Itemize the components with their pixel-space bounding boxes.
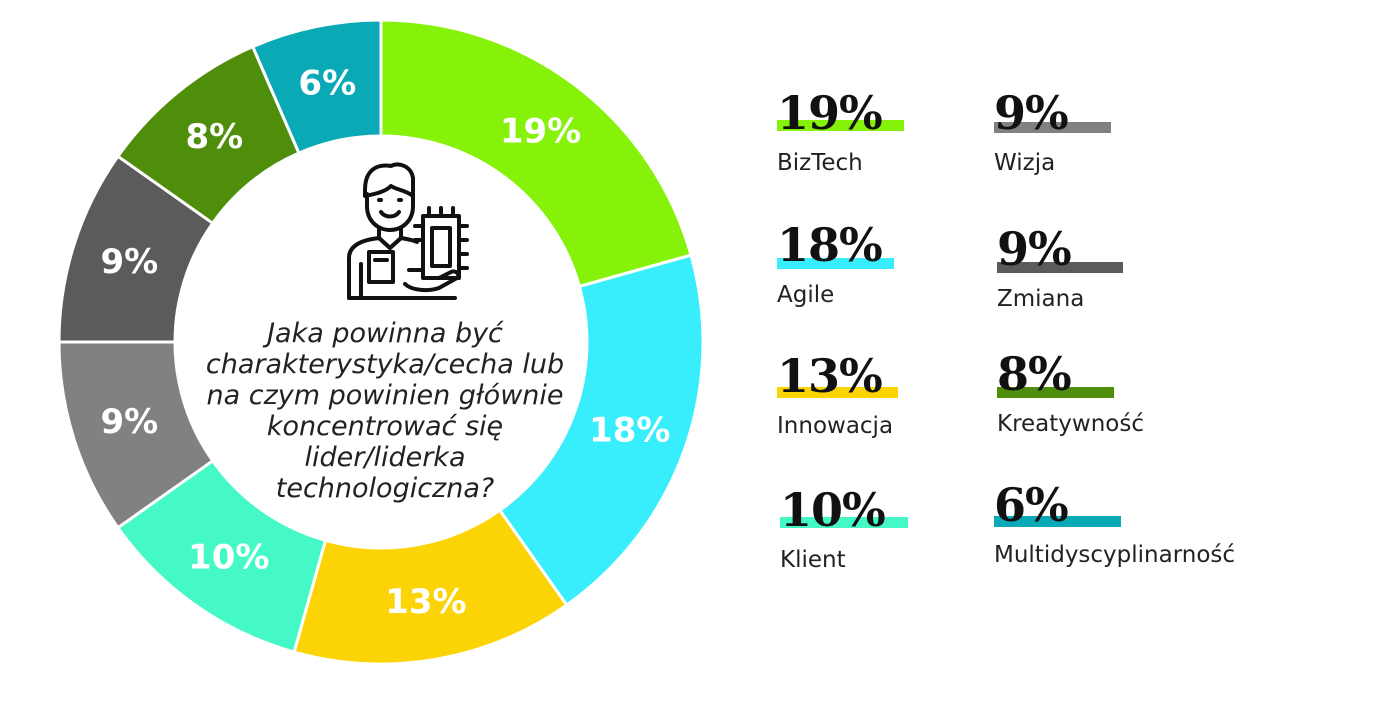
- legend-item-zmiana: 9% Zmiana: [997, 222, 1287, 338]
- legend-label: Kreatywność: [997, 411, 1144, 437]
- legend-color-bar: [777, 120, 904, 131]
- legend-item-klient: 10% Klient: [780, 483, 1070, 599]
- legend-item-agile: 18% Agile: [777, 218, 1067, 334]
- slice-label-multidyscyplinarność: 6%: [298, 64, 356, 104]
- slice-label-innowacja: 13%: [385, 582, 466, 622]
- legend-color-bar: [997, 262, 1123, 273]
- legend-item-innowacja: 13% Innowacja: [777, 349, 1067, 465]
- engineer-holding-chip-icon: [347, 162, 469, 300]
- legend-label: Wizja: [994, 150, 1056, 176]
- donut-slice-multidyscyplinarność: [250, 18, 383, 156]
- legend-value: 19%: [777, 86, 883, 140]
- donut-slice-biztech: [379, 18, 693, 289]
- donut-slice-agile: [497, 253, 705, 608]
- legend-value: 10%: [780, 483, 886, 537]
- legend-color-bar: [994, 516, 1121, 527]
- legend-item-biztech: 19% BizTech: [777, 86, 1067, 202]
- slice-label-zmiana: 9%: [101, 242, 159, 282]
- slice-label-biztech: 19%: [500, 112, 581, 152]
- legend-label: Agile: [777, 282, 835, 308]
- legend-item-multidyscyplinarnosc: 6% Multidyscyplinarność: [994, 478, 1284, 594]
- slice-label-agile: 18%: [589, 410, 670, 450]
- legend-color-bar: [777, 258, 894, 269]
- slice-label-klient: 10%: [188, 538, 269, 578]
- legend-item-kreatywnosc: 8% Kreatywność: [997, 347, 1287, 463]
- legend-value: 18%: [777, 218, 883, 272]
- donut-chart: 19% 18% 13% 10% 9% 9% 8% 6%: [57, 18, 705, 666]
- slice-label-kreatywność: 8%: [186, 117, 244, 157]
- legend-value: 9%: [997, 222, 1072, 276]
- legend-value: 6%: [994, 478, 1069, 532]
- legend-value: 8%: [997, 347, 1072, 401]
- legend-color-bar: [777, 387, 898, 398]
- chart-title: Jaka powinna być charakterystyka/cecha l…: [205, 318, 565, 504]
- legend-value: 13%: [777, 349, 883, 403]
- legend-label: BizTech: [777, 150, 863, 176]
- legend-color-bar: [780, 517, 908, 528]
- legend-label: Innowacja: [777, 413, 894, 439]
- legend-label: Multidyscyplinarność: [994, 542, 1236, 568]
- legend-item-wizja: 9% Wizja: [994, 86, 1284, 202]
- legend-value: 9%: [994, 86, 1069, 140]
- legend-label: Zmiana: [997, 286, 1085, 312]
- legend-color-bar: [994, 122, 1111, 133]
- legend-label: Klient: [780, 547, 846, 573]
- slice-label-wizja: 9%: [101, 402, 159, 442]
- legend-color-bar: [997, 387, 1114, 398]
